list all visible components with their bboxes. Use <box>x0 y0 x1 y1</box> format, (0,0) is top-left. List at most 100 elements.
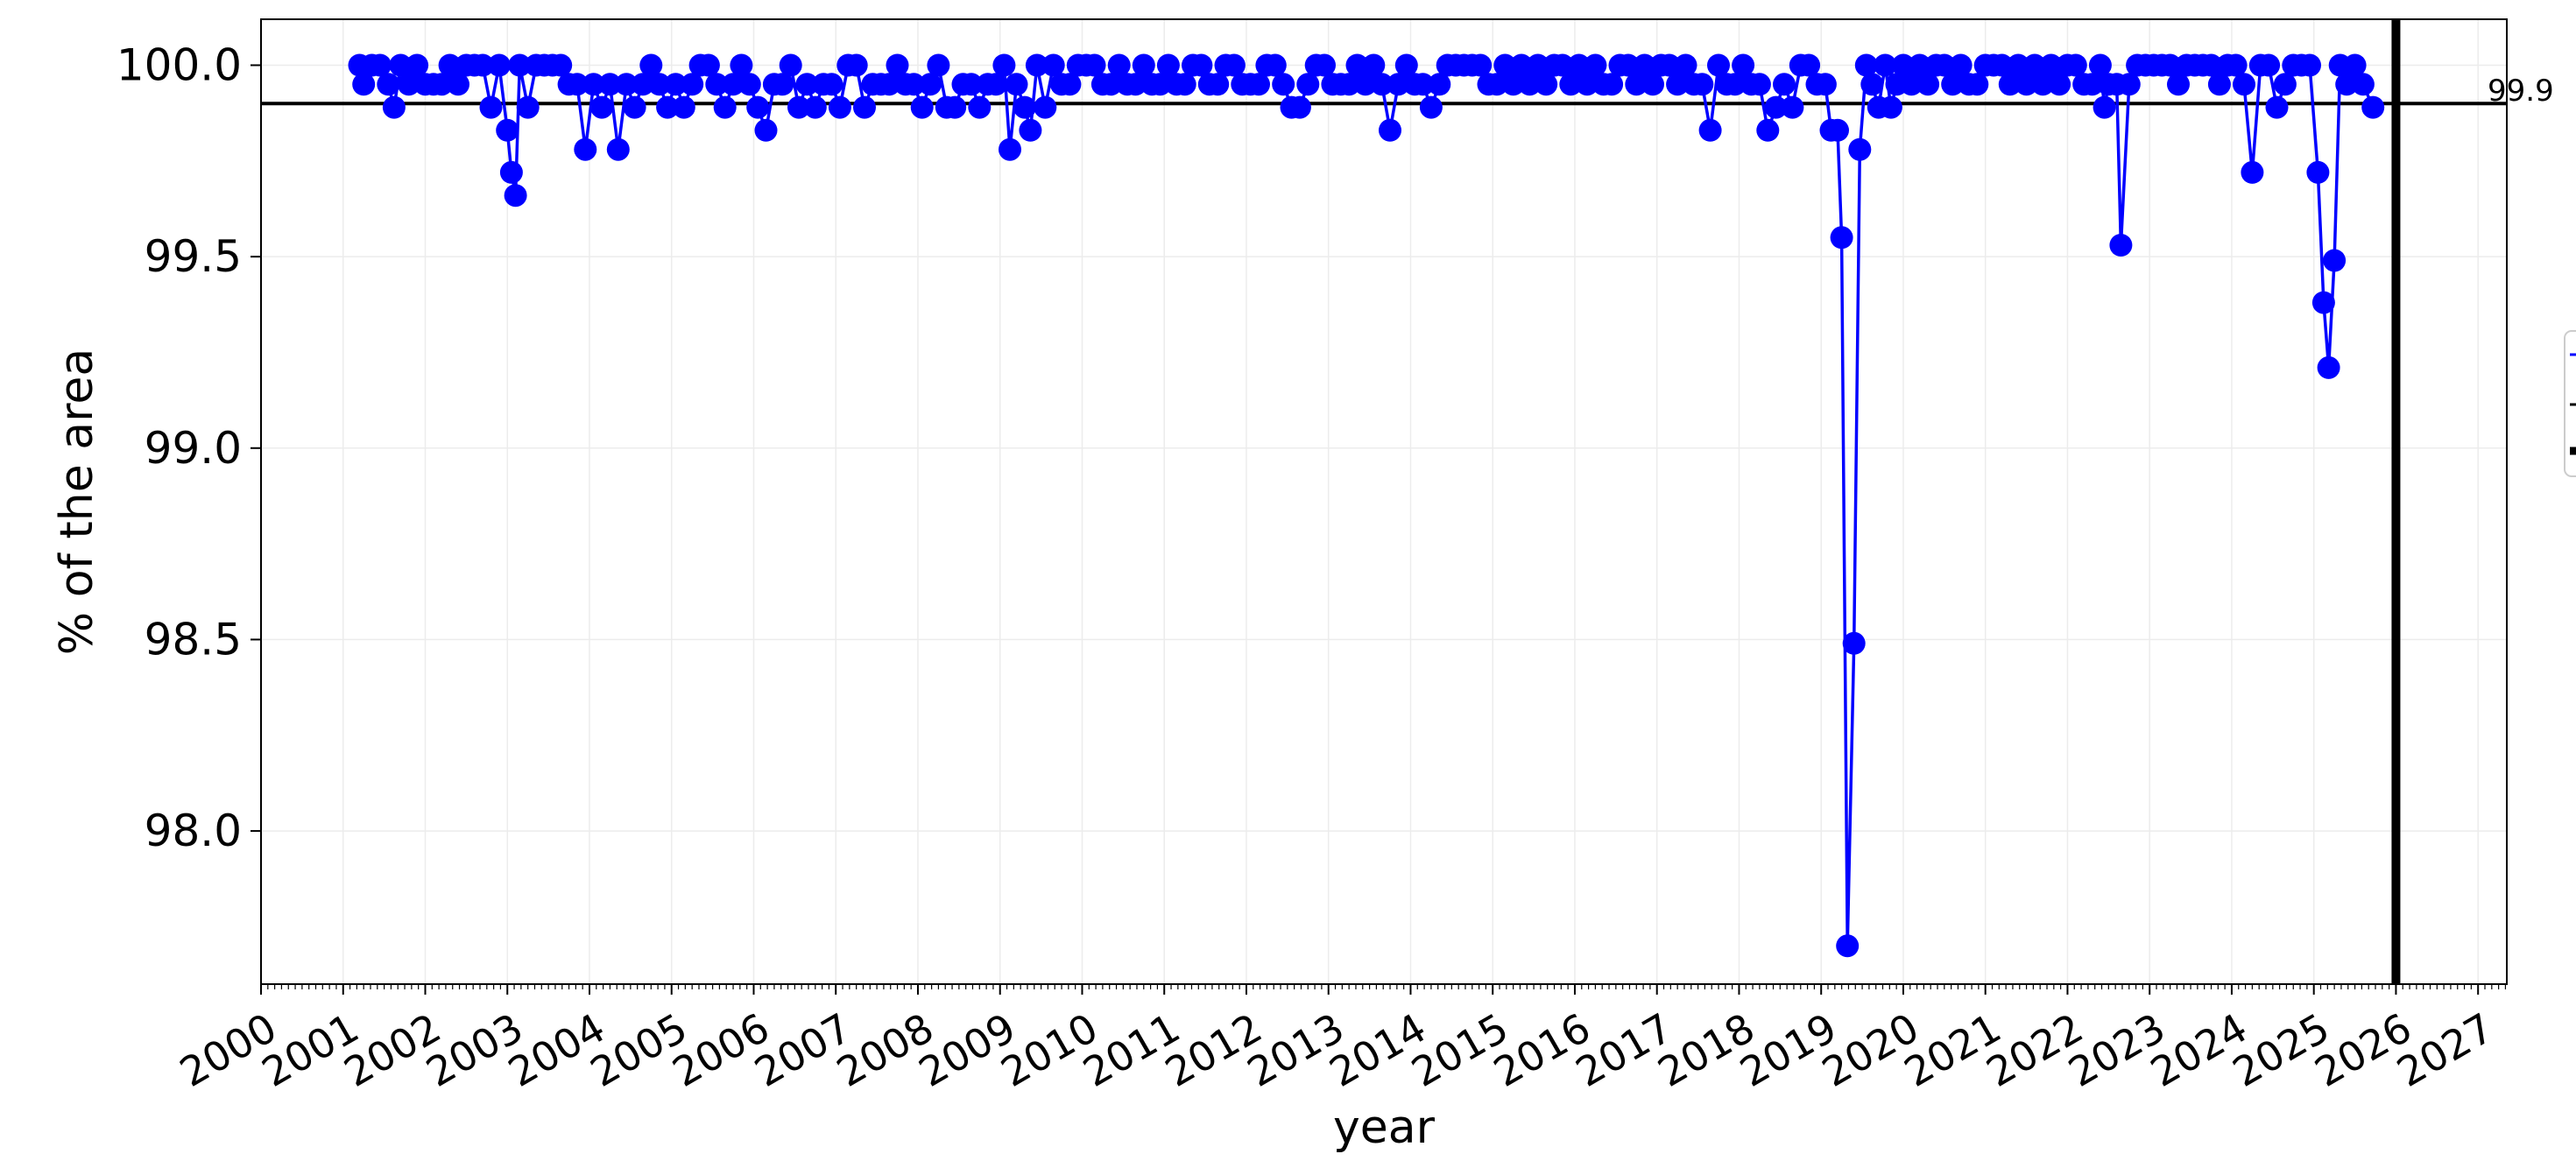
data-point <box>1005 73 1028 96</box>
data-point <box>2351 73 2375 96</box>
data-point <box>1892 53 1915 77</box>
data-point <box>1836 934 1860 958</box>
data-point <box>2323 249 2347 272</box>
data-point <box>2233 73 2255 96</box>
data-point <box>1941 73 1965 96</box>
data-point <box>878 73 901 96</box>
data-point <box>2088 53 2112 77</box>
y-axis-label: % of the area <box>51 348 103 655</box>
data-point <box>1874 53 1897 77</box>
data-point <box>2265 95 2289 119</box>
data-point <box>1041 53 1065 77</box>
data-point <box>639 53 663 77</box>
data-point <box>696 53 720 77</box>
data-point <box>1666 73 1690 96</box>
data-point <box>1469 53 1493 77</box>
data-point <box>1764 95 1788 119</box>
data-point <box>647 73 671 96</box>
data-point <box>1949 53 1973 77</box>
data-point <box>2207 73 2231 96</box>
data-point <box>795 73 819 96</box>
data-point <box>389 53 413 77</box>
data-point <box>1797 53 1821 77</box>
data-point <box>1535 73 1558 96</box>
data-point <box>1099 73 1123 96</box>
data-point <box>1860 73 1884 96</box>
data-point <box>1345 53 1369 77</box>
data-point <box>2306 160 2330 184</box>
data-point <box>2064 53 2087 77</box>
data-point <box>1707 53 1730 77</box>
data-point <box>1781 95 1804 119</box>
data-point <box>1353 73 1377 96</box>
data-point <box>779 53 802 77</box>
data-point <box>1370 73 1394 96</box>
data-point <box>1288 95 1311 119</box>
data-point <box>705 73 729 96</box>
data-point <box>803 95 827 119</box>
data-point <box>902 73 926 96</box>
data-point <box>1916 73 1940 96</box>
data-point <box>2311 291 2335 314</box>
data-point <box>471 53 495 77</box>
data-point <box>1674 53 1697 77</box>
data-point <box>1633 53 1656 77</box>
data-point <box>1518 73 1542 96</box>
data-point <box>828 95 851 119</box>
data-point <box>2093 95 2116 119</box>
data-point <box>2109 234 2133 257</box>
data-point <box>738 73 761 96</box>
data-point <box>1387 73 1410 96</box>
data-point <box>1296 73 1320 96</box>
data-point <box>1206 73 1230 96</box>
data-point <box>1034 95 1057 119</box>
data-point <box>582 73 605 96</box>
data-point <box>2158 53 2182 77</box>
data-point <box>382 95 406 119</box>
data-point <box>985 73 1007 96</box>
data-point <box>631 73 654 96</box>
data-point <box>1854 53 1878 77</box>
data-point <box>1132 53 1155 77</box>
data-point <box>1419 95 1443 119</box>
data-point <box>1908 53 1931 77</box>
data-point <box>508 53 532 77</box>
data-point <box>992 53 1016 77</box>
data-point <box>1493 53 1517 77</box>
data-point <box>377 73 400 96</box>
data-point <box>1263 53 1287 77</box>
data-point <box>574 137 597 161</box>
data-point <box>2007 53 2030 77</box>
data-point <box>2199 53 2223 77</box>
data-point <box>1411 73 1435 96</box>
data-point <box>1559 73 1583 96</box>
data-point <box>1641 73 1664 96</box>
data-point <box>1747 73 1771 96</box>
data-point <box>606 137 630 161</box>
data-point <box>1848 137 1872 161</box>
y-tick-label: 99.0 <box>145 423 242 474</box>
data-point <box>430 73 454 96</box>
data-point <box>672 95 695 119</box>
data-point <box>1723 73 1747 96</box>
data-point <box>2298 53 2321 77</box>
data-point <box>2023 53 2046 77</box>
data-point <box>2241 160 2264 184</box>
data-point <box>1019 118 1042 142</box>
data-point <box>406 53 429 77</box>
data-point <box>1584 53 1607 77</box>
data-point <box>1756 118 1780 142</box>
data-point <box>919 73 942 96</box>
data-point <box>681 73 704 96</box>
data-point <box>999 137 1021 161</box>
data-point <box>656 95 680 119</box>
data-point <box>2031 73 2055 96</box>
data-point <box>1616 53 1640 77</box>
y-tick-label: 99.5 <box>145 231 242 282</box>
data-point <box>886 53 909 77</box>
data-point <box>1990 53 2014 77</box>
data-point <box>516 95 540 119</box>
data-point <box>1932 53 1956 77</box>
data-point <box>1058 73 1082 96</box>
